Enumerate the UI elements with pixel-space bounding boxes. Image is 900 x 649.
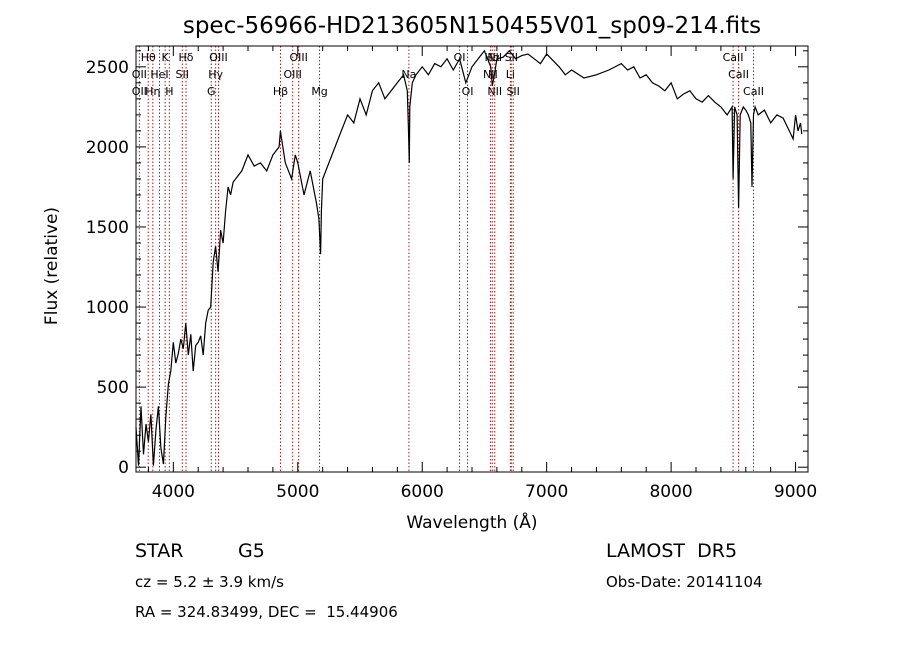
spectrum-line (135, 49, 803, 466)
line-label: NII (487, 51, 502, 64)
line-label: OIII (289, 51, 307, 64)
line-label: OI (462, 85, 474, 98)
x-axis: 4000 5000 6000 7000 8000 9000 (147, 46, 817, 502)
line-label: OIII (209, 51, 227, 64)
line-label: Hβ (273, 85, 288, 98)
line-label: HeI (150, 68, 168, 81)
object-subclass: G5 (238, 540, 265, 562)
line-label: Mg (311, 85, 327, 98)
line-label: CaII (723, 51, 744, 64)
line-label: OIII (283, 68, 301, 81)
line-label: G (207, 85, 216, 98)
y-tick-label: 2000 (86, 138, 129, 158)
line-label: CaII (728, 68, 749, 81)
line-label: Hγ (208, 68, 223, 81)
chart-title: spec-56966-HD213605N150455V01_sp09-214.f… (183, 13, 761, 39)
x-tick-label: 5000 (276, 482, 319, 502)
line-label: Li (506, 68, 515, 81)
y-tick-label: 0 (118, 458, 129, 478)
line-label: SII (505, 51, 518, 64)
y-axis-label: Flux (relative) (42, 207, 62, 325)
x-tick-label: 4000 (152, 482, 195, 502)
x-tick-label: 6000 (401, 482, 444, 502)
line-label: OII (132, 68, 147, 81)
line-label: NII (487, 85, 502, 98)
redshift-velocity: cz = 5.2 ± 3.9 km/s (135, 573, 284, 591)
spectral-line-markers (138, 46, 754, 472)
line-label: CaII (743, 85, 764, 98)
line-label: OI (454, 51, 466, 64)
plot-frame (135, 45, 809, 473)
line-label: H (165, 85, 173, 98)
x-tick-label: 9000 (774, 482, 817, 502)
coordinates: RA = 324.83499, DEC = 15.44906 (135, 603, 398, 621)
line-label: Hδ (179, 51, 194, 64)
y-tick-label: 1500 (86, 218, 129, 238)
line-label: SII (506, 85, 519, 98)
line-label: SII (176, 68, 189, 81)
x-tick-label: 7000 (525, 482, 568, 502)
object-class: STAR (135, 540, 184, 562)
survey-name: LAMOST DR5 (606, 540, 738, 562)
line-label: Hη (145, 85, 160, 98)
observation-date: Obs-Date: 20141104 (606, 573, 763, 591)
y-tick-label: 1000 (86, 298, 129, 318)
line-label: Hθ (141, 51, 156, 64)
x-axis-label: Wavelength (Å) (406, 511, 537, 533)
line-label: Na (401, 68, 416, 81)
line-label: K (162, 51, 170, 64)
x-tick-label: 8000 (649, 482, 692, 502)
y-axis: 0 500 1000 1500 2000 2500 (86, 50, 808, 478)
y-tick-label: 500 (97, 378, 129, 398)
y-tick-label: 2500 (86, 58, 129, 78)
